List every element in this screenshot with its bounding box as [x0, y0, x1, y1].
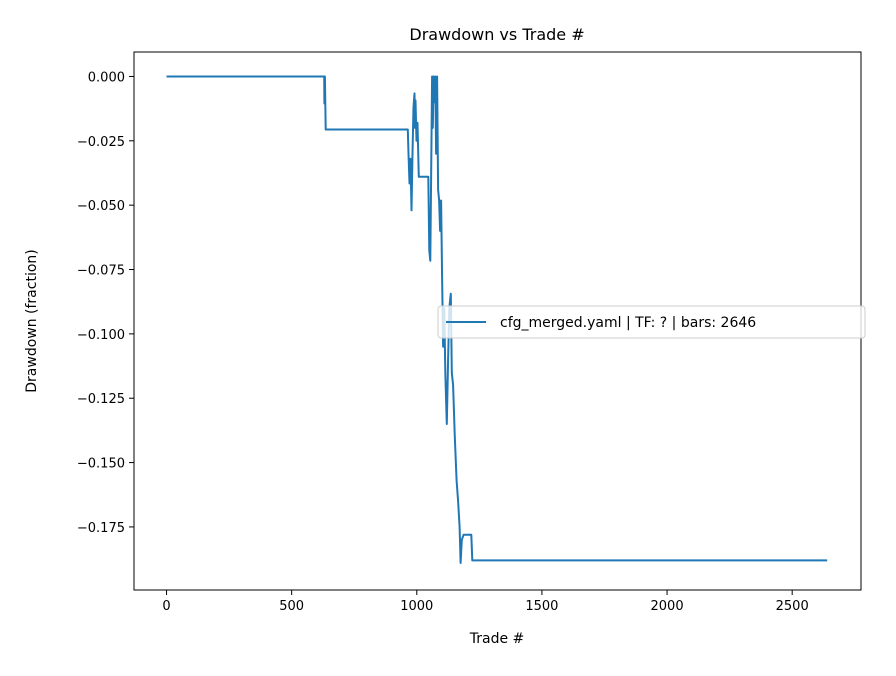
y-tick-label: −0.125	[77, 392, 125, 407]
legend: cfg_merged.yaml | TF: ? | bars: 2646	[437, 305, 866, 339]
x-tick-label: 2500	[776, 599, 809, 614]
x-tick-label: 2000	[651, 599, 684, 614]
x-axis-label: Trade #	[469, 631, 525, 647]
y-tick-label: −0.075	[77, 264, 125, 279]
y-tick-label: −0.100	[77, 328, 125, 343]
x-tick-label: 1000	[400, 599, 433, 614]
x-tick-label: 500	[279, 599, 304, 614]
y-tick-label: −0.050	[77, 199, 125, 214]
y-axis-label: Drawdown (fraction)	[24, 249, 40, 393]
y-tick-label: 0.000	[88, 70, 125, 85]
legend-label: cfg_merged.yaml | TF: ? | bars: 2646	[500, 315, 756, 331]
y-tick-label: −0.025	[77, 135, 125, 150]
series-line	[166, 75, 828, 564]
legend-box	[437, 305, 866, 339]
x-tick-label: 0	[162, 599, 170, 614]
x-tick-label: 1500	[525, 599, 558, 614]
y-tick-label: −0.175	[77, 521, 125, 536]
y-tick-label: −0.150	[77, 457, 125, 472]
chart-title: Drawdown vs Trade #	[409, 25, 584, 44]
